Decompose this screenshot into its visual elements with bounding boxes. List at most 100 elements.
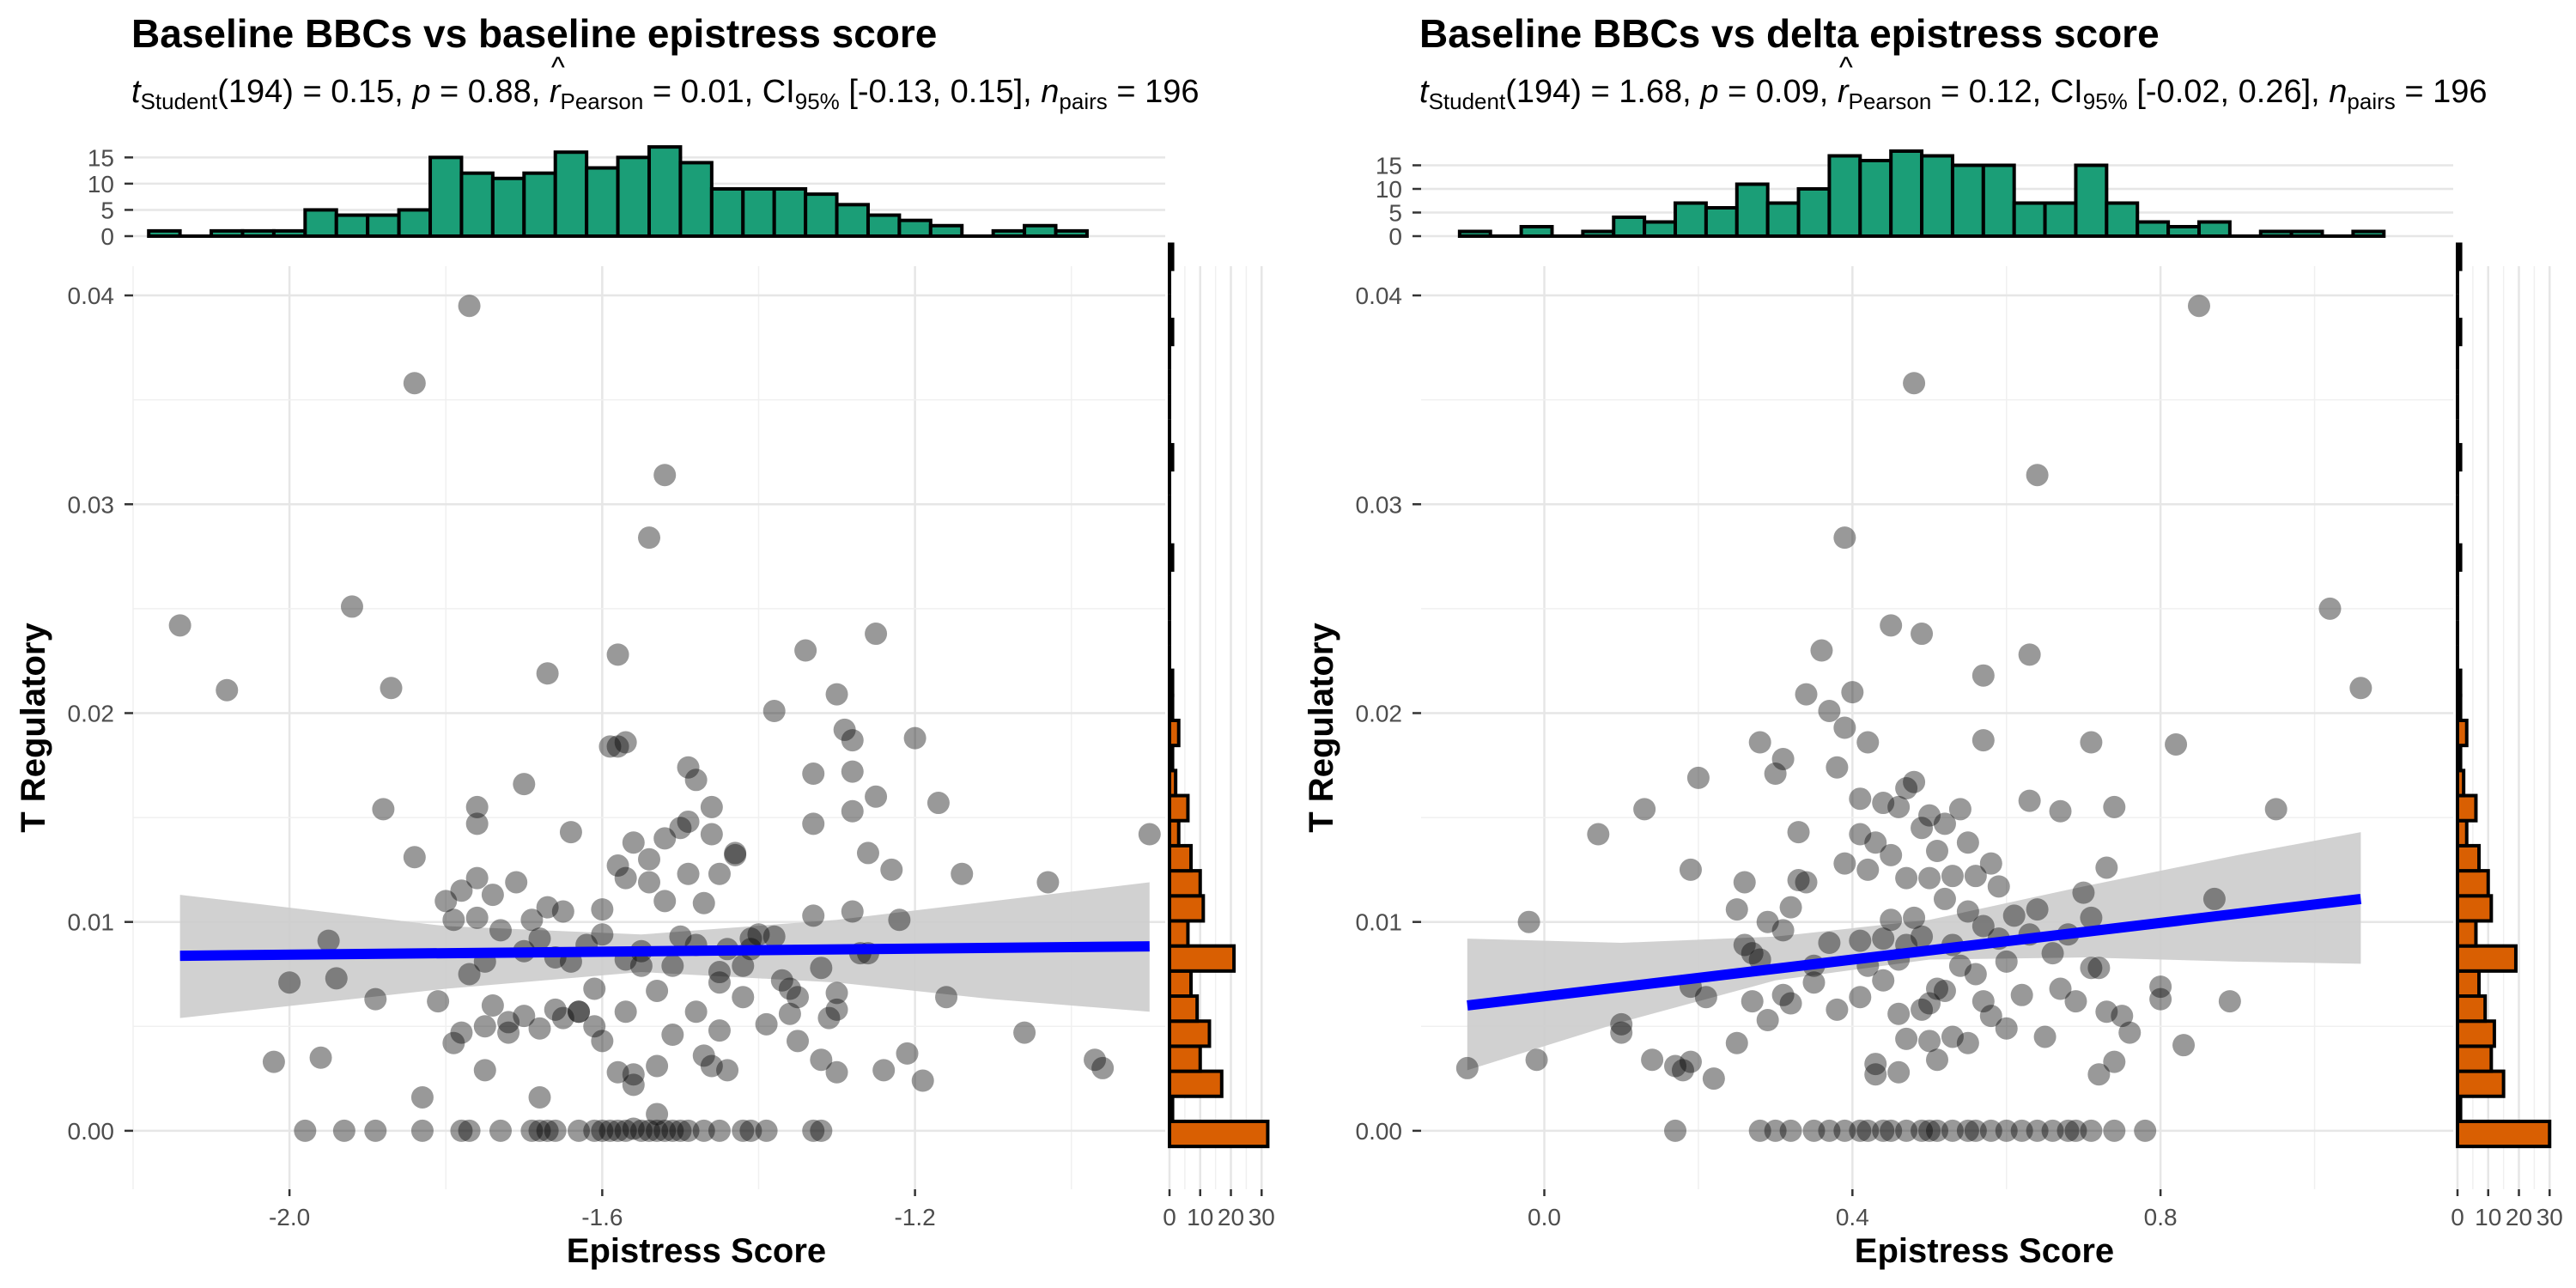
data-point: [1895, 866, 1918, 890]
y-histogram-bar: [2456, 969, 2482, 999]
data-point: [364, 1119, 387, 1142]
data-point: [1903, 906, 1926, 929]
data-point: [551, 1006, 574, 1030]
data-point: [638, 871, 660, 894]
data-point: [2103, 1050, 2126, 1073]
data-point: [629, 954, 653, 977]
data-point: [794, 639, 817, 662]
data-point: [458, 295, 481, 318]
data-point: [591, 898, 614, 921]
x-histogram-bar: [616, 155, 651, 238]
x-histogram-bar: [1643, 220, 1678, 238]
y-histogram-bar: [1168, 869, 1202, 898]
data-point: [551, 900, 574, 923]
chart-panel-delta: Baseline BBCs vs delta epistress score t…: [1288, 0, 2576, 1288]
data-point: [294, 1119, 317, 1142]
x-histogram-bar: [1950, 163, 1985, 238]
data-point: [1872, 792, 1895, 815]
x-histogram-bar: [1765, 201, 1801, 238]
regression-line: [179, 941, 1150, 962]
data-point: [762, 700, 786, 723]
data-point: [606, 1060, 629, 1084]
y-tick-label: 0.04: [68, 283, 115, 309]
x-histogram-bar: [271, 228, 307, 238]
data-point: [380, 677, 403, 700]
x-histogram-bar: [147, 228, 182, 238]
data-point: [2264, 798, 2287, 821]
data-point: [544, 1119, 567, 1142]
data-point: [1779, 1119, 1802, 1142]
data-point: [692, 891, 715, 914]
data-point: [2057, 1119, 2080, 1142]
chart-title: Baseline BBCs vs baseline epistress scor…: [131, 11, 938, 56]
y-histogram-bar: [1168, 1019, 1212, 1048]
data-point: [168, 614, 191, 637]
data-point: [1964, 1119, 1987, 1142]
y-histogram-bar: [1168, 1119, 1270, 1149]
data-point: [1841, 681, 1864, 704]
top-hist-tick-label: 5: [1388, 200, 1402, 227]
top-hist-tick-label: 5: [100, 197, 114, 223]
side-hist-tick-label: 10: [1187, 1204, 1213, 1230]
y-histogram-bar: [2456, 718, 2469, 748]
data-point: [1918, 866, 1941, 890]
x-histogram-bar: [835, 203, 870, 238]
data-point: [1138, 823, 1161, 846]
data-point: [1733, 871, 1756, 894]
data-point: [1887, 795, 1911, 818]
data-point: [661, 1119, 684, 1142]
data-point: [1887, 1060, 1911, 1084]
data-point: [669, 1119, 692, 1142]
data-point: [364, 987, 387, 1011]
y-histogram-bar: [1168, 543, 1175, 572]
x-histogram-bar: [1735, 182, 1770, 238]
data-point: [1880, 1119, 1903, 1142]
data-point: [2118, 1021, 2142, 1044]
data-point: [778, 977, 801, 1000]
data-point: [1849, 1119, 1872, 1142]
y-histogram-bar: [2456, 668, 2463, 697]
data-point: [911, 1069, 934, 1092]
data-point: [1795, 871, 1818, 894]
y-tick-label: 0.03: [1356, 491, 1403, 518]
data-point: [1679, 1050, 1702, 1073]
data-point: [2095, 1000, 2118, 1024]
x-histogram-bar: [2074, 163, 2109, 238]
y-histogram-bar: [1168, 894, 1206, 923]
data-point: [1941, 1025, 1964, 1048]
data-point: [1964, 963, 1987, 986]
data-point: [2318, 597, 2342, 620]
x-histogram-bar: [1457, 229, 1492, 238]
data-point: [708, 862, 731, 885]
data-point: [841, 799, 864, 823]
data-point: [1971, 990, 1995, 1013]
data-point: [340, 595, 363, 618]
data-point: [1694, 986, 1717, 1009]
data-point: [684, 769, 708, 792]
data-point: [1956, 1119, 1979, 1142]
x-histogram-bar: [459, 171, 495, 239]
data-point: [1979, 852, 2002, 875]
data-point: [262, 1050, 285, 1073]
data-point: [2149, 987, 2172, 1011]
x-histogram-bar: [366, 213, 401, 239]
data-point: [888, 908, 911, 932]
data-point: [1756, 910, 1779, 933]
y-histogram-bar: [1168, 1069, 1224, 1098]
data-point: [481, 884, 504, 907]
data-point: [1664, 1054, 1687, 1078]
x-histogram-bar: [2289, 229, 2324, 238]
data-point: [410, 1085, 434, 1109]
data-point: [638, 848, 660, 871]
data-point: [622, 1073, 645, 1097]
top-hist-tick-label: 0: [1388, 223, 1402, 250]
y-histogram-bar: [2456, 442, 2463, 472]
data-point: [896, 1042, 919, 1065]
data-point: [591, 1030, 614, 1053]
data-point: [458, 1119, 481, 1142]
y-histogram-bar: [2456, 242, 2463, 271]
data-point: [653, 827, 677, 850]
data-point: [1833, 716, 1856, 739]
data-point: [903, 726, 927, 750]
data-point: [317, 929, 340, 952]
